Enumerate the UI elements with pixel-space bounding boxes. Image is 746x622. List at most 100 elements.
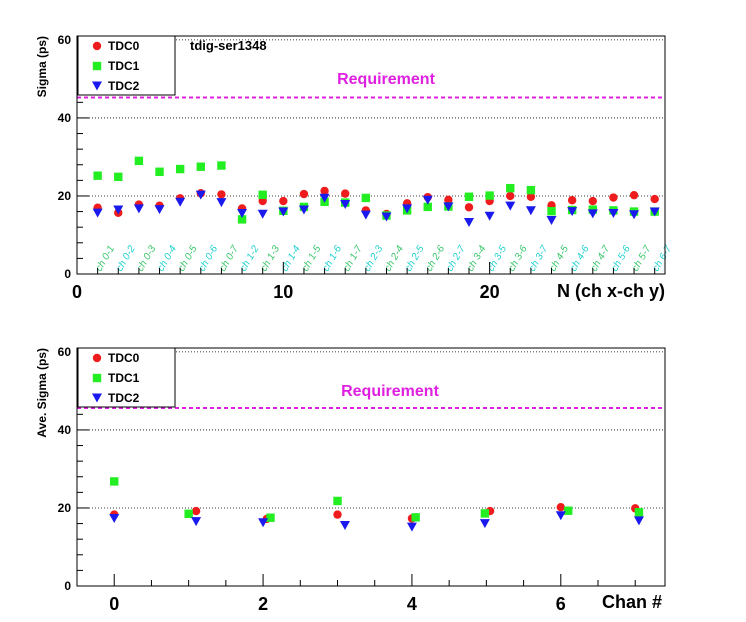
data-point-tdc2 [479,519,490,529]
y-tick-label: 60 [58,33,72,47]
legend: TDC0 TDC1 TDC2 [77,35,176,96]
data-point-tdc0 [191,506,201,516]
average-sigma-chart: Requirement 0 20 40 60 0 2 4 6 Ave. Sigma (ps)… [35,345,666,614]
data-point-tdc1 [361,193,371,203]
x-tick-label: 4 [407,594,417,614]
data-point-tdc0 [217,190,226,199]
grid-lines [77,39,665,197]
data-point-tdc2 [191,517,202,527]
y-tick-label: 60 [58,345,72,359]
legend-label: TDC2 [108,79,140,93]
data-point-tdc1 [506,183,515,193]
data-point-tdc2 [464,217,474,227]
x-axis-title: N (ch x-ch y) [557,281,665,301]
y-axis: 0 20 40 60 [58,33,89,281]
data-point-tdc0 [588,196,597,206]
y-tick-label: 0 [64,267,71,281]
data-point-tdc2 [629,210,640,220]
data-point-tdc2 [555,511,566,521]
legend-label: TDC0 [108,39,140,53]
legend-marker [92,41,102,51]
data-point-tdc1 [155,167,164,176]
data-point-tdc0 [444,195,453,205]
data-point-tdc2 [154,205,165,215]
data-point-tdc2 [319,193,330,203]
data-point-tdc2 [567,207,578,217]
data-point-tdc0 [609,193,618,202]
data-point-tdc1 [423,202,432,212]
data-point-tdc1 [196,162,205,171]
data-point-tdc0 [506,191,515,201]
x-axis-title: Chan # [602,592,662,612]
data-point-tdc2 [443,202,454,212]
data-point-tdc0 [526,192,536,201]
data-point-tdc2 [109,514,120,524]
annotation-text: tdig-ser1348 [190,38,267,53]
data-point-tdc0 [567,196,577,205]
requirement-label: Requirement [341,383,439,400]
data-point-tdc2 [195,190,206,200]
data-point-tdc2 [406,522,417,532]
y-tick-label: 20 [58,501,72,515]
y-tick-label: 0 [64,579,71,593]
legend-marker [92,81,102,91]
data-point-tdc2 [633,516,644,526]
legend-label: TDC1 [108,59,140,73]
data-point-tdc2 [649,207,660,217]
data-point-tdc1 [134,156,144,166]
x-tick-label: 20 [480,282,500,302]
data-point-tdc2 [340,200,351,210]
data-point-tdc2 [484,211,495,221]
data-point-tdc0 [320,186,329,196]
legend-label: TDC0 [108,351,140,365]
data-point-tdc0 [650,194,659,204]
data-point-tdc2 [525,206,536,216]
x-axis: 0 2 4 6 [76,574,636,614]
data-point-tdc2 [92,208,103,218]
y-tick-label: 20 [58,189,72,203]
plot-frame [76,347,666,587]
data-point-tdc2 [422,195,433,205]
legend-marker [92,393,102,403]
data-point-tdc1 [175,164,185,174]
data-point-tdc2 [587,209,598,219]
data-point-tdc1 [480,509,490,518]
data-point-tdc0 [299,189,309,199]
sigma-per-pair-chart: Requirement tdig-ser1348 ch 0-1ch 0-2ch … [35,33,674,302]
legend-marker [92,353,102,363]
y-tick-label: 40 [58,423,72,437]
data-points [92,156,660,227]
x-tick-label: 0 [72,282,82,302]
data-point-tdc0 [333,510,342,519]
y-axis-title: Sigma (ps) [35,36,49,97]
data-point-tdc0 [629,190,639,200]
data-point-tdc2 [546,216,557,226]
data-points [109,477,644,532]
data-point-tdc2 [505,201,516,211]
data-point-tdc1 [184,509,193,519]
data-point-tdc1 [258,190,267,199]
data-point-tdc0 [279,196,288,206]
data-point-tdc0 [341,189,350,198]
data-point-tdc2 [298,205,309,215]
data-point-tdc2 [237,209,248,219]
data-point-tdc2 [360,210,371,220]
data-point-tdc0 [464,203,474,212]
data-point-tdc2 [175,197,186,207]
data-point-tdc1 [547,206,556,216]
data-point-tdc2 [216,198,227,208]
data-point-tdc1 [464,192,474,201]
legend-label: TDC2 [108,391,140,405]
requirement-label: Requirement [337,71,435,88]
x-tick-label: 6 [556,594,566,614]
pair-labels: ch 0-1ch 0-2ch 0-3ch 0-4ch 0-5ch 0-6ch 0… [94,244,675,274]
data-point-tdc1 [217,161,226,170]
legend: TDC0 TDC1 TDC2 [77,347,176,408]
data-point-tdc2 [339,521,350,531]
data-point-tdc1 [93,171,102,180]
legend-marker [92,373,102,383]
x-axis: 0 10 20 [72,262,656,302]
data-point-tdc1 [114,172,123,182]
data-point-tdc1 [411,513,420,522]
